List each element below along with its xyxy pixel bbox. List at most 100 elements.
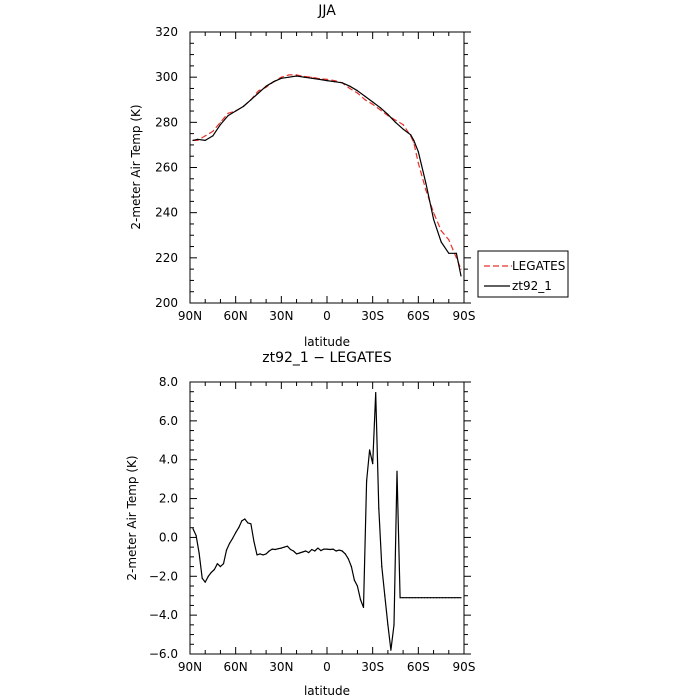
data-point-zt92-1 xyxy=(440,241,442,243)
data-point-difference xyxy=(457,597,459,599)
data-point-zt92-1 xyxy=(455,252,457,254)
data-point-difference xyxy=(244,518,246,520)
data-point-difference xyxy=(213,568,215,571)
data-point-difference xyxy=(277,548,279,550)
data-point-difference xyxy=(433,597,435,599)
data-point-legates xyxy=(280,76,282,78)
data-point-zt92-1 xyxy=(204,139,206,141)
top-x-tick-label: 60S xyxy=(407,309,430,323)
data-point-difference xyxy=(405,597,407,599)
data-point-difference xyxy=(256,554,258,556)
data-point-difference xyxy=(241,520,243,522)
data-point-legates xyxy=(364,99,366,101)
data-point-zt92-1 xyxy=(197,138,199,140)
data-point-difference xyxy=(448,597,450,599)
data-point-difference xyxy=(381,566,383,568)
data-point-legates xyxy=(402,124,404,126)
data-point-zt92-1 xyxy=(192,139,194,141)
data-point-zt92-1 xyxy=(413,139,415,141)
data-point-difference xyxy=(280,547,282,549)
top-y-tick-label: 260 xyxy=(155,161,178,175)
data-point-zt92-1 xyxy=(410,134,412,136)
data-point-difference xyxy=(302,551,304,553)
data-point-difference xyxy=(393,624,395,626)
data-point-difference xyxy=(423,597,425,599)
data-point-difference xyxy=(219,566,221,568)
top-y-tick-label: 240 xyxy=(155,206,178,220)
data-point-zt92-1 xyxy=(364,95,366,97)
top-y-tick-label: 280 xyxy=(155,115,178,129)
data-point-difference xyxy=(375,392,377,394)
data-point-difference xyxy=(265,553,267,555)
data-point-difference xyxy=(235,532,237,534)
data-point-difference xyxy=(445,597,447,599)
data-point-difference xyxy=(216,563,218,565)
data-point-difference xyxy=(338,549,340,551)
bottom-x-tick-label: 90S xyxy=(453,660,476,674)
data-point-zt92-1 xyxy=(288,76,290,78)
data-point-difference xyxy=(335,550,337,552)
data-point-legates xyxy=(417,162,419,164)
data-point-difference xyxy=(408,597,410,599)
data-point-difference xyxy=(411,597,413,599)
legend-label-legates: LEGATES xyxy=(512,259,565,273)
bottom-x-tick-label: 30N xyxy=(269,660,293,674)
data-point-legates xyxy=(356,92,358,94)
data-point-difference xyxy=(451,597,453,599)
data-point-difference xyxy=(296,553,298,555)
bottom-x-tick-label: 60N xyxy=(224,660,248,674)
data-point-difference xyxy=(414,597,416,599)
data-point-difference xyxy=(399,597,401,599)
top-chart-title: JJA xyxy=(317,3,336,19)
data-point-difference xyxy=(247,522,249,524)
data-point-difference xyxy=(350,566,352,568)
data-point-difference xyxy=(384,595,386,597)
data-point-difference xyxy=(442,597,444,599)
bottom-y-tick-label: 6.0 xyxy=(159,414,178,428)
data-point-difference xyxy=(323,548,325,550)
bottom-x-tick-label: 0 xyxy=(323,660,331,674)
data-point-zt92-1 xyxy=(349,85,351,87)
data-point-zt92-1 xyxy=(334,81,336,83)
data-point-zt92-1 xyxy=(341,82,343,84)
difference-panel: zt92_1 − LEGATES 90N 60N 30N 0 30S 60S 90S −6.0… xyxy=(125,350,475,698)
data-point-legates xyxy=(460,268,462,270)
data-point-zt92-1 xyxy=(372,101,374,103)
data-point-difference xyxy=(417,597,419,599)
data-point-zt92-1 xyxy=(460,275,462,277)
data-point-zt92-1 xyxy=(273,81,275,83)
data-point-difference xyxy=(201,577,203,579)
data-point-zt92-1 xyxy=(326,80,328,82)
temperature-panel: JJA 90N 60N 30N 0 30S 60S 90S 200 220 240 260 280 30… xyxy=(129,3,569,349)
data-point-legates xyxy=(440,230,442,232)
data-point-legates xyxy=(349,87,351,90)
data-point-zt92-1 xyxy=(448,252,450,254)
data-point-difference xyxy=(207,575,209,577)
bottom-x-tick-label: 30S xyxy=(361,660,384,674)
data-point-zt92-1 xyxy=(402,128,404,130)
data-point-difference xyxy=(359,599,362,601)
bottom-y-tick-label: 4.0 xyxy=(159,453,178,467)
data-point-difference xyxy=(232,537,234,540)
top-plot-area: 90N 60N 30N 0 30S 60S 90S 200 220 240 260 280 300 320 xyxy=(155,25,475,323)
data-point-difference xyxy=(362,606,365,609)
data-point-difference xyxy=(195,534,197,537)
data-point-difference xyxy=(326,548,328,550)
data-point-zt92-1 xyxy=(265,85,267,87)
data-point-difference xyxy=(390,649,392,651)
data-point-difference xyxy=(332,548,334,550)
bottom-plot-frame xyxy=(189,381,465,655)
top-plot-frame xyxy=(189,31,465,304)
bottom-x-tick-label: 90N xyxy=(178,660,202,674)
data-point-legates xyxy=(197,139,199,141)
data-point-difference xyxy=(341,550,343,552)
data-point-difference xyxy=(320,550,322,552)
data-point-difference xyxy=(372,463,374,465)
data-point-difference xyxy=(356,585,358,587)
bottom-y-tick-label: −6.0 xyxy=(149,647,178,661)
data-point-legates xyxy=(311,76,313,78)
data-point-zt92-1 xyxy=(227,115,229,117)
data-point-difference xyxy=(420,597,422,599)
data-point-zt92-1 xyxy=(235,110,237,112)
